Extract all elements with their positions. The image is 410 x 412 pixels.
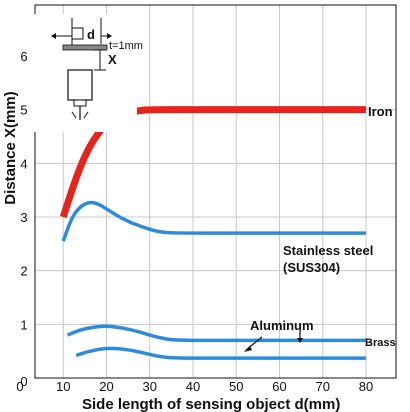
sensor-diagram: d t=1mm X	[32, 14, 143, 132]
x-tick-label: 20	[99, 379, 113, 394]
sensor-neck	[73, 99, 87, 107]
x-tick-label: 80	[359, 379, 373, 394]
x-ticks: 0 10 20 30 40 50 60 70 80	[16, 379, 373, 394]
label-stainless-line2: (SUS304)	[283, 260, 340, 275]
series-line-stainless-steel	[61, 200, 366, 242]
aluminum-pointer	[244, 330, 303, 352]
plot-frame	[34, 4, 397, 379]
y-tick-label: 3	[20, 210, 27, 225]
y-tick-label: 4	[20, 156, 27, 171]
series-line-aluminum	[75, 346, 366, 360]
series-lines	[59, 106, 367, 360]
x-axis-title: Side length of sensing object d(mm)	[82, 396, 340, 412]
sensor-cable-clamp	[71, 111, 89, 119]
plot-border	[34, 4, 397, 379]
x-tick-label: 40	[186, 379, 200, 394]
diagram-arrowhead-right	[107, 33, 112, 39]
diagram-t-label: t=1mm	[109, 40, 143, 52]
y-tick-label: 6	[20, 49, 27, 64]
x-tick-label: 60	[272, 379, 286, 394]
x-tick-label: 10	[56, 379, 70, 394]
y-ticks: 0 1 2 3 4 5 6	[20, 49, 27, 389]
y-axis-title: Distance X(mm)	[2, 91, 19, 204]
y-tick-label: 5	[20, 103, 27, 118]
sensing-object-square	[71, 27, 84, 40]
y-tick-label: 0	[20, 374, 27, 389]
diagram-arrowhead-left	[51, 33, 56, 39]
label-brass: Brass	[365, 337, 396, 349]
x-tick-label: 0	[16, 379, 23, 394]
diagram-d-label: d	[87, 27, 95, 42]
sensing-object-plate	[62, 44, 108, 51]
y-tick-label: 1	[20, 317, 27, 332]
label-stainless-line1: Stainless steel	[283, 243, 373, 258]
y-tick-label: 2	[20, 264, 27, 279]
sensor-head	[67, 69, 93, 101]
label-iron: Iron	[368, 104, 393, 119]
x-tick-label: 30	[143, 379, 157, 394]
x-tick-label: 50	[229, 379, 243, 394]
x-tick-label: 70	[316, 379, 330, 394]
series-line-brass	[66, 324, 366, 343]
diagram-x-label: X	[108, 52, 117, 67]
label-aluminum: Aluminum	[250, 318, 314, 333]
